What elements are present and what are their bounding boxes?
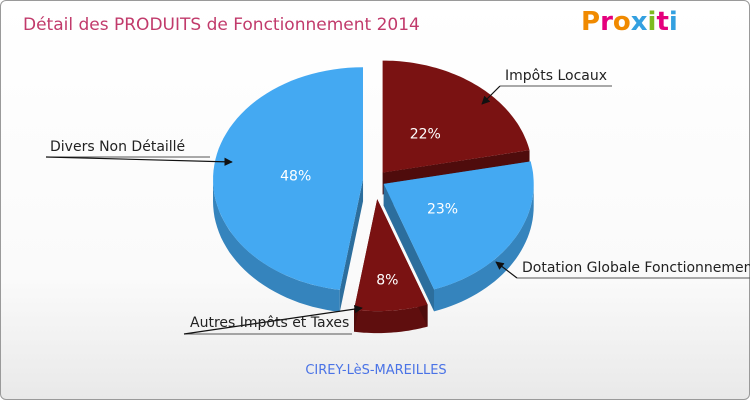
pie-slice: [383, 161, 534, 290]
pie-slice-wall: [383, 183, 435, 312]
slice-percent-label: 23%: [427, 202, 458, 218]
pie-slice-side: [434, 183, 534, 312]
slice-category-label: Divers Non Détaillé: [50, 139, 185, 155]
proxiti-logo: Proxiti: [581, 7, 678, 37]
slice-category-label: Impôts Locaux: [505, 68, 607, 84]
leader-arrow: [183, 304, 363, 335]
logo-letter: t: [656, 7, 669, 37]
pie-slice: [382, 60, 530, 173]
logo-letter: o: [612, 7, 631, 37]
chart-title: Détail des PRODUITS de Fonctionnement 20…: [23, 15, 420, 35]
pie-slice: [354, 199, 428, 312]
slice-percent-label: 48%: [280, 168, 311, 184]
logo-letter: r: [600, 7, 613, 37]
pie-slice-side: [213, 179, 340, 312]
leader-arrow: [45, 156, 233, 166]
slice-percent-label: 8%: [376, 272, 398, 288]
leader-arrow: [481, 85, 501, 105]
commune-name: CIREY-LèS-MAREILLES: [305, 363, 447, 378]
logo-letter: x: [630, 7, 648, 37]
leader-arrow: [495, 261, 518, 279]
pie-slice-side: [354, 304, 428, 334]
pie-slice-wall: [339, 179, 364, 312]
slice-percent-label: 22%: [410, 127, 441, 143]
logo-letter: i: [647, 7, 657, 37]
slice-category-label: Dotation Globale Fonctionnement: [522, 260, 750, 276]
pie-slice: [213, 67, 363, 290]
slice-category-label: Autres Impôts et Taxes: [190, 315, 349, 331]
logo-letter: i: [668, 7, 678, 37]
logo-letter: P: [581, 7, 601, 37]
